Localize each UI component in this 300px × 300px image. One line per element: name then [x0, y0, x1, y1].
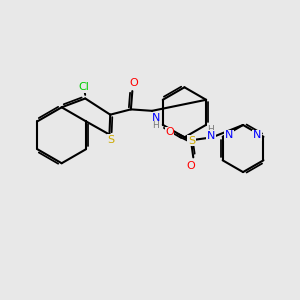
Text: O: O [165, 127, 174, 137]
Text: H: H [152, 121, 159, 130]
Text: N: N [207, 131, 215, 141]
Text: H: H [208, 124, 214, 134]
Text: S: S [188, 136, 195, 146]
Text: N: N [152, 113, 160, 123]
Text: O: O [130, 78, 139, 88]
Text: N: N [253, 130, 261, 140]
Text: Cl: Cl [78, 82, 89, 92]
Text: S: S [107, 135, 115, 145]
Text: O: O [187, 160, 195, 171]
Text: N: N [225, 130, 233, 140]
